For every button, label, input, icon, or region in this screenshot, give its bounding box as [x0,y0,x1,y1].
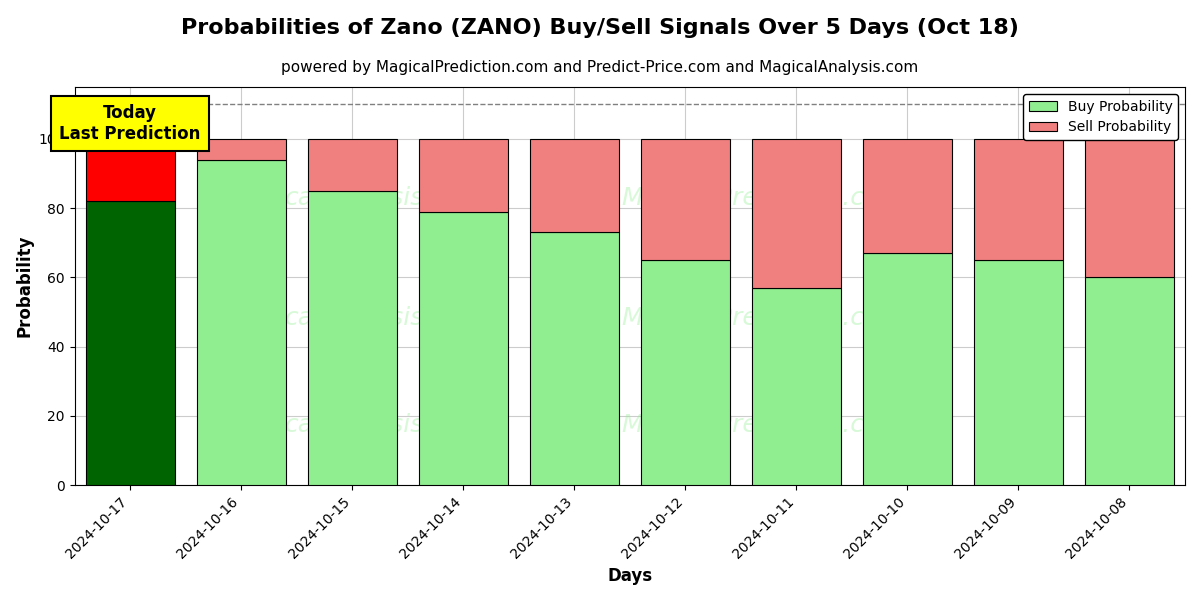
Y-axis label: Probability: Probability [16,235,34,337]
Text: MagicalPrediction.com: MagicalPrediction.com [622,413,905,437]
Bar [308,139,397,191]
Bar [752,288,841,485]
Text: MagicalPrediction.com: MagicalPrediction.com [622,187,905,211]
Bar [863,253,952,485]
Bar [1085,139,1174,277]
Text: calAnalysis.com: calAnalysis.com [286,306,486,330]
Text: Probabilities of Zano (ZANO) Buy/Sell Signals Over 5 Days (Oct 18): Probabilities of Zano (ZANO) Buy/Sell Si… [181,18,1019,38]
Bar [197,160,286,485]
Bar [641,260,730,485]
Text: MagicalPrediction.com: MagicalPrediction.com [622,306,905,330]
Bar [974,260,1063,485]
Bar [752,139,841,288]
Text: powered by MagicalPrediction.com and Predict-Price.com and MagicalAnalysis.com: powered by MagicalPrediction.com and Pre… [281,60,919,75]
Bar [85,139,174,201]
Legend: Buy Probability, Sell Probability: Buy Probability, Sell Probability [1024,94,1178,140]
Bar [1085,277,1174,485]
Bar [641,139,730,260]
Text: calAnalysis.com: calAnalysis.com [286,187,486,211]
Text: Today
Last Prediction: Today Last Prediction [60,104,200,143]
Bar [530,139,619,232]
Bar [419,139,508,212]
X-axis label: Days: Days [607,567,653,585]
Bar [85,201,174,485]
Bar [419,212,508,485]
Bar [197,139,286,160]
Bar [530,232,619,485]
Text: calAnalysis.com: calAnalysis.com [286,413,486,437]
Bar [974,139,1063,260]
Bar [863,139,952,253]
Bar [308,191,397,485]
